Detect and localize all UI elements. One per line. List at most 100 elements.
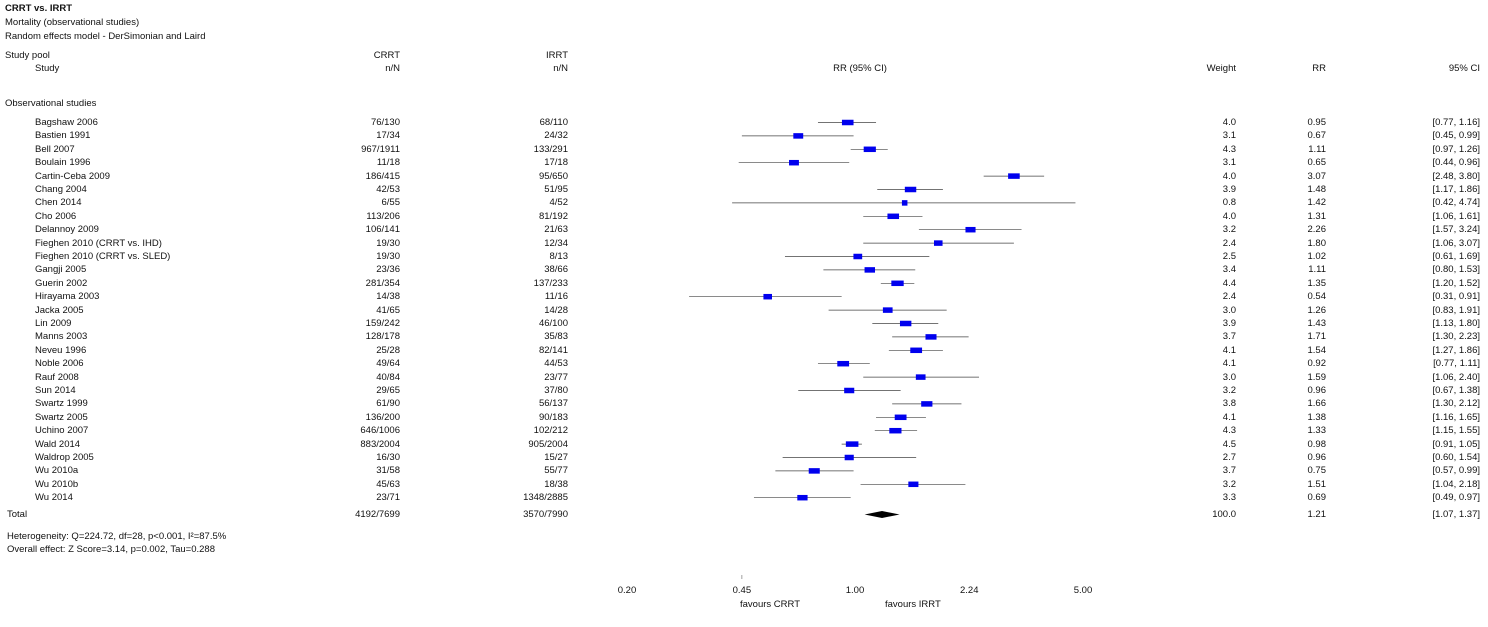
- study-ci: [0.44, 0.96]: [1432, 157, 1480, 169]
- study-weight: 2.4: [1222, 237, 1236, 249]
- x-tick-label: 0.20: [618, 585, 637, 596]
- study-box: [841, 119, 854, 126]
- ci-column-header: 95% CI: [1448, 63, 1480, 74]
- study-rr: 1.80: [1307, 237, 1327, 249]
- crrt-events: 23/71: [376, 492, 400, 504]
- study-ci: [0.67, 1.38]: [1432, 385, 1480, 396]
- rr-column-header: RR: [1312, 63, 1326, 74]
- study-name: Swartz 1999: [35, 398, 88, 410]
- study-name: Bastien 1991: [35, 130, 91, 142]
- total-row: Total 4192/7699 3570/7990 100.0 1.21 [1.…: [0, 508, 1488, 521]
- study-name: Swartz 2005: [35, 411, 88, 423]
- study-weight: 4.3: [1222, 143, 1236, 155]
- irrt-events: 81/192: [538, 210, 568, 222]
- total-irrt: 3570/7990: [523, 509, 568, 520]
- study-box: [837, 360, 850, 367]
- study-ci: [1.06, 1.61]: [1432, 210, 1480, 222]
- irrt-events: 1348/2885: [523, 492, 568, 504]
- irrt-events: 24/32: [544, 130, 568, 142]
- study-ci: [1.06, 3.07]: [1432, 237, 1480, 249]
- study-box: [908, 481, 919, 488]
- study-box: [915, 374, 926, 380]
- table-row: Waldrop 2005 16/30 15/27 2.7 0.96 [0.60, 1.54…: [0, 451, 1488, 464]
- study-name: Bagshaw 2006: [35, 117, 98, 128]
- study-rr: 0.54: [1307, 291, 1327, 303]
- irrt-events: 23/77: [544, 371, 568, 383]
- irrt-events: 38/66: [544, 264, 568, 276]
- study-rr: 1.43: [1307, 318, 1327, 329]
- crrt-events: 113/206: [366, 210, 400, 222]
- irrt-events: 14/28: [544, 304, 568, 316]
- table-row: Hirayama 2003 14/38 11/16 2.4 0.54 [0.31, 0.9…: [0, 290, 1488, 303]
- study-ci: [1.04, 2.18]: [1432, 478, 1480, 490]
- crrt-events: 61/90: [376, 398, 400, 410]
- study-weight: 2.7: [1222, 452, 1236, 463]
- rr-ci-column-header: RR (95% CI): [833, 63, 887, 74]
- crrt-events: 76/130: [370, 117, 400, 128]
- crrt-events: 16/30: [376, 452, 400, 463]
- study-rr: 0.75: [1307, 465, 1327, 477]
- study-name: Guerin 2002: [35, 277, 88, 289]
- study-ci: [0.42, 4.74]: [1432, 197, 1480, 209]
- study-rr: 0.69: [1307, 492, 1327, 504]
- study-weight: 2.4: [1222, 291, 1236, 303]
- study-name: Jacka 2005: [35, 304, 84, 316]
- study-name: Lin 2009: [35, 318, 72, 329]
- study-name: Hirayama 2003: [35, 291, 100, 303]
- irrt-events: 12/34: [544, 237, 568, 249]
- study-rr: 1.11: [1308, 143, 1326, 155]
- study-name: Fieghen 2010 (CRRT vs. IHD): [35, 237, 162, 249]
- study-weight: 4.0: [1222, 170, 1236, 182]
- crrt-sub-header: n/N: [385, 63, 400, 74]
- study-weight: 4.1: [1222, 358, 1236, 370]
- study-ci: [0.91, 1.05]: [1432, 438, 1480, 450]
- study-ci: [1.30, 2.12]: [1432, 398, 1480, 410]
- study-weight: 3.7: [1222, 331, 1236, 343]
- study-weight: 3.2: [1222, 385, 1236, 396]
- crrt-events: 23/36: [376, 264, 400, 276]
- irrt-events: 17/18: [544, 157, 568, 169]
- total-ci: [1.07, 1.37]: [1432, 509, 1480, 520]
- crrt-events: 136/200: [365, 411, 400, 423]
- table-row: Cartin-Ceba 2009 186/415 95/650 4.0 3.07 [2.4…: [0, 170, 1488, 183]
- study-box: [789, 159, 799, 166]
- study-rr: 2.26: [1307, 224, 1327, 236]
- table-row: Jacka 2005 41/65 14/28 3.0 1.26 [0.83, 1.91]: [0, 304, 1488, 317]
- study-ci: [2.48, 3.80]: [1432, 170, 1480, 182]
- study-rr: 1.38: [1307, 411, 1327, 423]
- study-ci: [0.83, 1.91]: [1432, 304, 1480, 316]
- study-weight: 0.8: [1222, 197, 1236, 209]
- study-weight: 3.4: [1222, 264, 1236, 276]
- study-ci: [1.57, 3.24]: [1432, 224, 1480, 236]
- crrt-events: 25/28: [376, 344, 400, 356]
- study-weight: 3.0: [1222, 371, 1236, 383]
- irrt-events: 46/100: [538, 318, 568, 329]
- irrt-events: 68/110: [539, 117, 568, 128]
- study-rr: 1.54: [1307, 344, 1327, 356]
- study-box: [844, 387, 855, 394]
- study-weight: 3.2: [1222, 224, 1236, 236]
- crrt-events: 967/1911: [361, 143, 400, 155]
- x-tick-label: 1.00: [846, 585, 865, 596]
- study-ci: [1.13, 1.80]: [1432, 318, 1480, 329]
- irrt-column-header: IRRT: [546, 50, 568, 61]
- crrt-events: 11/18: [376, 157, 400, 169]
- study-box: [901, 200, 908, 206]
- table-row: Bagshaw 2006 76/130 68/110 4.0 0.95 [0.77, 1.…: [0, 116, 1488, 129]
- study-ci: [0.77, 1.11]: [1433, 358, 1480, 370]
- irrt-events: 35/83: [544, 331, 568, 343]
- study-name: Rauf 2008: [35, 371, 79, 383]
- study-weight: 3.8: [1222, 398, 1236, 410]
- crrt-events: 14/38: [376, 291, 400, 303]
- irrt-events: 4/52: [549, 197, 569, 209]
- irrt-events: 137/233: [533, 277, 568, 289]
- table-row: Wu 2010a 31/58 55/77 3.7 0.75 [0.57, 0.99]: [0, 464, 1488, 477]
- weight-column-header: Weight: [1206, 63, 1236, 74]
- irrt-events: 51/95: [544, 184, 568, 195]
- study-rr: 1.31: [1307, 210, 1327, 222]
- study-rr: 0.92: [1307, 358, 1327, 370]
- table-row: Neveu 1996 25/28 82/141 4.1 1.54 [1.27, 1.86]: [0, 344, 1488, 357]
- study-weight: 3.0: [1222, 304, 1236, 316]
- table-row: Gangji 2005 23/36 38/66 3.4 1.11 [0.80, 1.53]: [0, 263, 1488, 276]
- study-box: [763, 293, 772, 300]
